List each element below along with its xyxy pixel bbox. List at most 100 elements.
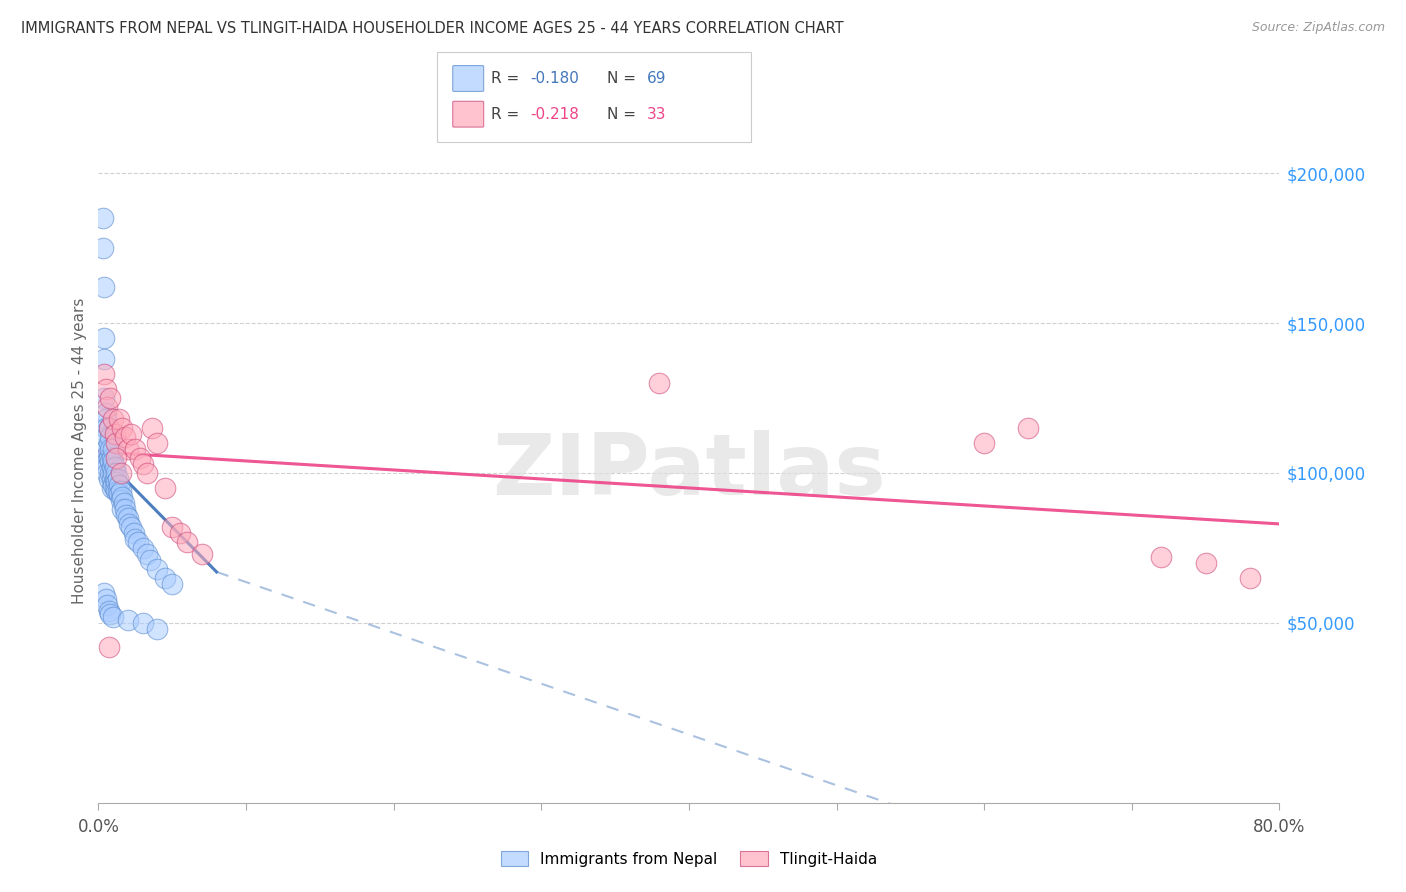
Point <box>98 442 121 456</box>
Point <box>96 598 118 612</box>
Point <box>105 483 128 498</box>
Point <box>117 442 139 456</box>
Point <box>97 472 120 486</box>
Point <box>93 351 115 366</box>
Point <box>146 562 169 576</box>
Point <box>110 492 132 507</box>
Point <box>91 241 114 255</box>
Point <box>96 466 118 480</box>
Point <box>105 475 128 489</box>
Point <box>94 406 117 420</box>
Point <box>100 472 122 486</box>
Point <box>122 525 145 540</box>
Point <box>98 607 121 621</box>
Legend: Immigrants from Nepal, Tlingit-Haida: Immigrants from Nepal, Tlingit-Haida <box>495 845 883 872</box>
Point <box>120 427 142 442</box>
Point <box>1018 421 1040 435</box>
Text: R =: R = <box>491 107 524 121</box>
Point <box>97 421 120 435</box>
Point <box>94 412 117 426</box>
Point <box>132 457 155 471</box>
Point <box>124 442 146 456</box>
Point <box>105 450 128 465</box>
Text: 69: 69 <box>647 71 666 86</box>
Point <box>111 421 134 435</box>
Point <box>108 478 131 492</box>
Point <box>1150 549 1173 564</box>
Point <box>128 450 150 465</box>
Point <box>100 481 122 495</box>
Point <box>110 483 132 498</box>
Point <box>107 483 129 498</box>
Point <box>114 502 136 516</box>
Point <box>973 436 995 450</box>
Point <box>1239 571 1261 585</box>
Point <box>1195 556 1218 570</box>
Point <box>108 487 131 501</box>
Point <box>107 472 129 486</box>
Point <box>162 520 183 534</box>
Point <box>104 459 127 474</box>
Point <box>115 508 138 522</box>
Point <box>169 525 191 540</box>
Point <box>108 412 131 426</box>
Point <box>98 454 121 468</box>
Point <box>96 454 118 468</box>
Text: Source: ZipAtlas.com: Source: ZipAtlas.com <box>1251 21 1385 34</box>
Text: -0.180: -0.180 <box>530 71 579 86</box>
Point <box>103 442 125 456</box>
Point <box>103 454 125 468</box>
Point <box>100 459 122 474</box>
Point <box>103 610 125 624</box>
Point <box>97 604 120 618</box>
Point <box>104 472 127 486</box>
Point <box>103 466 125 480</box>
Point <box>111 502 134 516</box>
Point <box>132 615 155 630</box>
Point <box>153 571 176 585</box>
Point <box>103 412 125 426</box>
Point <box>118 516 141 531</box>
Point <box>103 478 125 492</box>
Point <box>191 547 214 561</box>
Point <box>136 466 159 480</box>
Point <box>97 436 120 450</box>
Point <box>96 400 118 414</box>
Point <box>100 450 122 465</box>
Point <box>104 481 127 495</box>
Point <box>146 436 169 450</box>
Point <box>98 430 121 444</box>
Point <box>93 586 115 600</box>
Point <box>97 421 120 435</box>
Point <box>94 591 117 606</box>
Point <box>97 450 120 465</box>
Point <box>132 541 155 555</box>
Point <box>93 280 115 294</box>
Point <box>117 511 139 525</box>
Point <box>98 391 121 405</box>
Point <box>91 211 114 225</box>
Point <box>112 496 135 510</box>
Text: 33: 33 <box>647 107 666 121</box>
Point <box>124 532 146 546</box>
Point <box>94 430 117 444</box>
Text: ZIPatlas: ZIPatlas <box>492 430 886 513</box>
Point <box>96 459 118 474</box>
Text: N =: N = <box>607 107 641 121</box>
Point <box>136 547 159 561</box>
Point <box>93 367 115 381</box>
Point <box>127 535 149 549</box>
Point <box>96 448 118 462</box>
Point <box>146 622 169 636</box>
Point <box>114 430 136 444</box>
Point <box>105 436 128 450</box>
Point <box>111 490 134 504</box>
Point <box>110 466 132 480</box>
Point <box>93 391 115 405</box>
Point <box>162 577 183 591</box>
Point <box>98 466 121 480</box>
Point <box>104 427 127 442</box>
Text: R =: R = <box>491 71 524 86</box>
Text: -0.218: -0.218 <box>530 107 579 121</box>
Point <box>648 376 671 390</box>
